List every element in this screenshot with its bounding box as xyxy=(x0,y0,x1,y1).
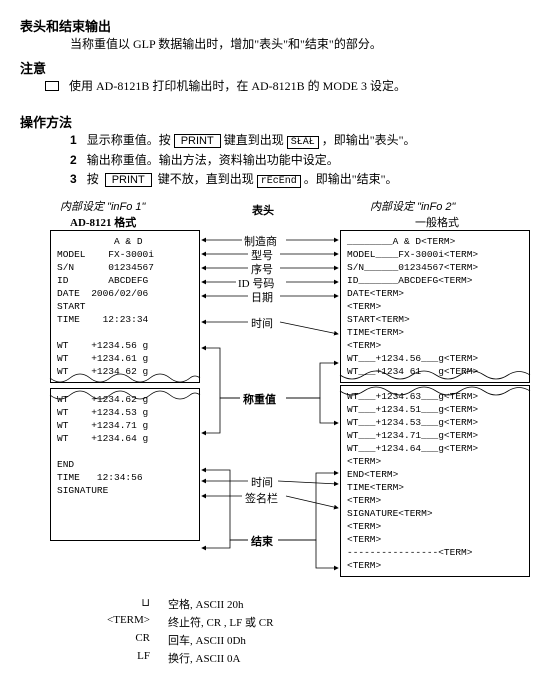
legend-key: ⊔ xyxy=(80,596,150,612)
print-button: PRINT xyxy=(105,173,152,187)
legend-key: LF xyxy=(80,650,150,666)
notice-label: 注意 xyxy=(20,58,540,77)
bullet-icon xyxy=(45,81,59,91)
t: 键直到出现 xyxy=(224,133,284,147)
t: 显示称重值。按 xyxy=(87,133,171,147)
step-1: 1 显示称重值。按PRINT键直到出现 SŁAŁ ，即输出"表头"。 xyxy=(70,131,540,149)
t: 键不放，直到出现 xyxy=(158,172,254,186)
legend-key: CR xyxy=(80,632,150,648)
legend-val: 换行, ASCII 0A xyxy=(168,650,240,666)
step-2: 2 输出称重值。输出方法，资料输出功能中设定。 xyxy=(70,151,540,168)
code: SŁAŁ xyxy=(287,136,319,149)
t: 按 xyxy=(87,172,99,186)
section-text: 当称重值以 GLP 数据输出时，增加"表头"和"结束"的部分。 xyxy=(70,35,540,52)
legend-val: 回车, ASCII 0Dh xyxy=(168,632,246,648)
t: 。即输出"结束"。 xyxy=(304,172,398,186)
legend-val: 空格, ASCII 20h xyxy=(168,596,243,612)
diagram: 内部设定 "inFo 1" AD-8121 格式 表头 内部设定 "inFo 2… xyxy=(20,198,540,588)
t: ，即输出"表头"。 xyxy=(322,133,416,147)
legend-val: 终止符, CR , LF 或 CR xyxy=(168,614,273,630)
section-title: 表头和结束输出 xyxy=(20,16,540,35)
notice-text: 使用 AD-8121B 打印机输出时，在 AD-8121B 的 MODE 3 设… xyxy=(69,77,406,94)
print-button: PRINT xyxy=(174,134,221,148)
step-num: 2 xyxy=(70,153,77,167)
legend: ⊔ 空格, ASCII 20h <TERM> 终止符, CR , LF 或 CR C… xyxy=(80,596,540,666)
legend-key: <TERM> xyxy=(80,614,150,630)
diagram-lines xyxy=(20,198,540,588)
step-3: 3按 PRINT 键不放，直到出现 rEcEnd 。即输出"结束"。 xyxy=(70,170,540,188)
notice-row: 使用 AD-8121B 打印机输出时，在 AD-8121B 的 MODE 3 设… xyxy=(45,77,540,94)
steps-list: 1显示称重值。按PRINT键直到出现 SŁAŁ ，即输出"表头"。 2输出称重值… xyxy=(70,131,540,188)
t: 输出称重值。输出方法，资料输出功能中设定。 xyxy=(87,153,339,167)
ops-title: 操作方法 xyxy=(20,112,540,131)
step-num: 1 xyxy=(70,133,77,147)
step-num: 3 xyxy=(70,172,77,186)
code: rEcEnd xyxy=(257,175,301,188)
